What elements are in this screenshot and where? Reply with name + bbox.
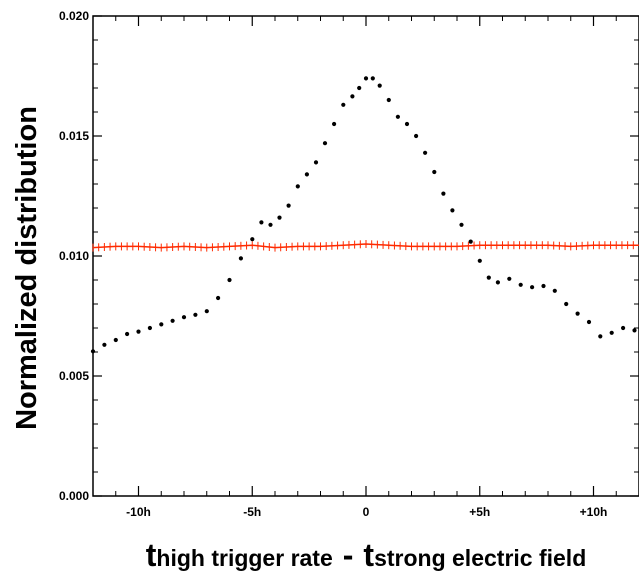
plot-frame — [93, 16, 639, 496]
tick-marks — [93, 16, 639, 496]
data-point — [441, 192, 445, 196]
x-axis-label: thigh trigger rate - tstrong electric fiel… — [146, 537, 587, 572]
data-point — [576, 312, 580, 316]
data-point — [136, 330, 140, 334]
data-point — [305, 172, 309, 176]
data-point — [182, 315, 186, 319]
y-tick-label: 0.010 — [59, 249, 89, 263]
data-point — [432, 170, 436, 174]
data-point — [632, 328, 636, 332]
data-point — [364, 76, 368, 80]
data-point — [277, 216, 281, 220]
data-point — [598, 334, 602, 338]
data-point — [487, 276, 491, 280]
data-point — [387, 98, 391, 102]
data-point — [478, 259, 482, 263]
data-point — [159, 322, 163, 326]
data-point — [414, 134, 418, 138]
series-red-flat — [93, 240, 639, 252]
data-point — [350, 94, 354, 98]
y-tick-label: 0.005 — [59, 369, 89, 383]
data-point — [259, 220, 263, 224]
data-point — [541, 284, 545, 288]
data-point — [450, 208, 454, 212]
x-axis-label-t2: t — [363, 537, 374, 572]
data-point — [469, 240, 473, 244]
data-point — [553, 289, 557, 293]
data-point — [423, 151, 427, 155]
data-point — [287, 204, 291, 208]
x-tick-labels: -10h -5h 0 +5h +10h — [126, 505, 607, 519]
x-tick-label: -5h — [243, 505, 261, 519]
data-point — [396, 115, 400, 119]
data-point — [341, 103, 345, 107]
x-axis-label-minus: - — [343, 537, 354, 572]
data-point — [405, 122, 409, 126]
data-point — [227, 278, 231, 282]
data-point — [296, 184, 300, 188]
data-point — [125, 332, 129, 336]
x-tick-label: +10h — [580, 505, 608, 519]
series-black-peaked — [91, 76, 637, 353]
y-axis-label: Normalized distribution — [11, 106, 43, 430]
data-point — [519, 283, 523, 287]
data-point — [530, 285, 534, 289]
data-point — [496, 280, 500, 284]
data-point — [507, 277, 511, 281]
y-tick-labels: 0.000 0.005 0.010 0.015 0.020 — [59, 9, 89, 503]
data-point — [205, 309, 209, 313]
data-point — [621, 326, 625, 330]
data-point — [357, 86, 361, 90]
data-point — [239, 256, 243, 260]
data-point — [171, 319, 175, 323]
data-point — [323, 141, 327, 145]
y-tick-label: 0.015 — [59, 129, 89, 143]
x-tick-label: +5h — [469, 505, 490, 519]
data-point — [314, 160, 318, 164]
y-tick-label: 0.000 — [59, 489, 89, 503]
data-point — [193, 313, 197, 317]
x-axis-label-t1: t — [146, 537, 157, 572]
data-point — [268, 223, 272, 227]
x-axis-label-sub2: strong electric field — [374, 545, 586, 571]
data-point — [148, 326, 152, 330]
data-point — [610, 331, 614, 335]
data-point — [587, 320, 591, 324]
data-point — [91, 349, 95, 353]
data-point — [250, 237, 254, 241]
data-point — [114, 338, 118, 342]
data-point — [564, 302, 568, 306]
data-point — [371, 76, 375, 80]
x-axis-label-sub1: high trigger rate — [156, 545, 332, 571]
data-point — [216, 296, 220, 300]
x-tick-label: 0 — [363, 505, 370, 519]
data-point — [332, 122, 336, 126]
data-point — [378, 84, 382, 88]
data-point — [459, 223, 463, 227]
y-tick-label: 0.020 — [59, 9, 89, 23]
x-tick-label: -10h — [126, 505, 151, 519]
data-point — [102, 343, 106, 347]
